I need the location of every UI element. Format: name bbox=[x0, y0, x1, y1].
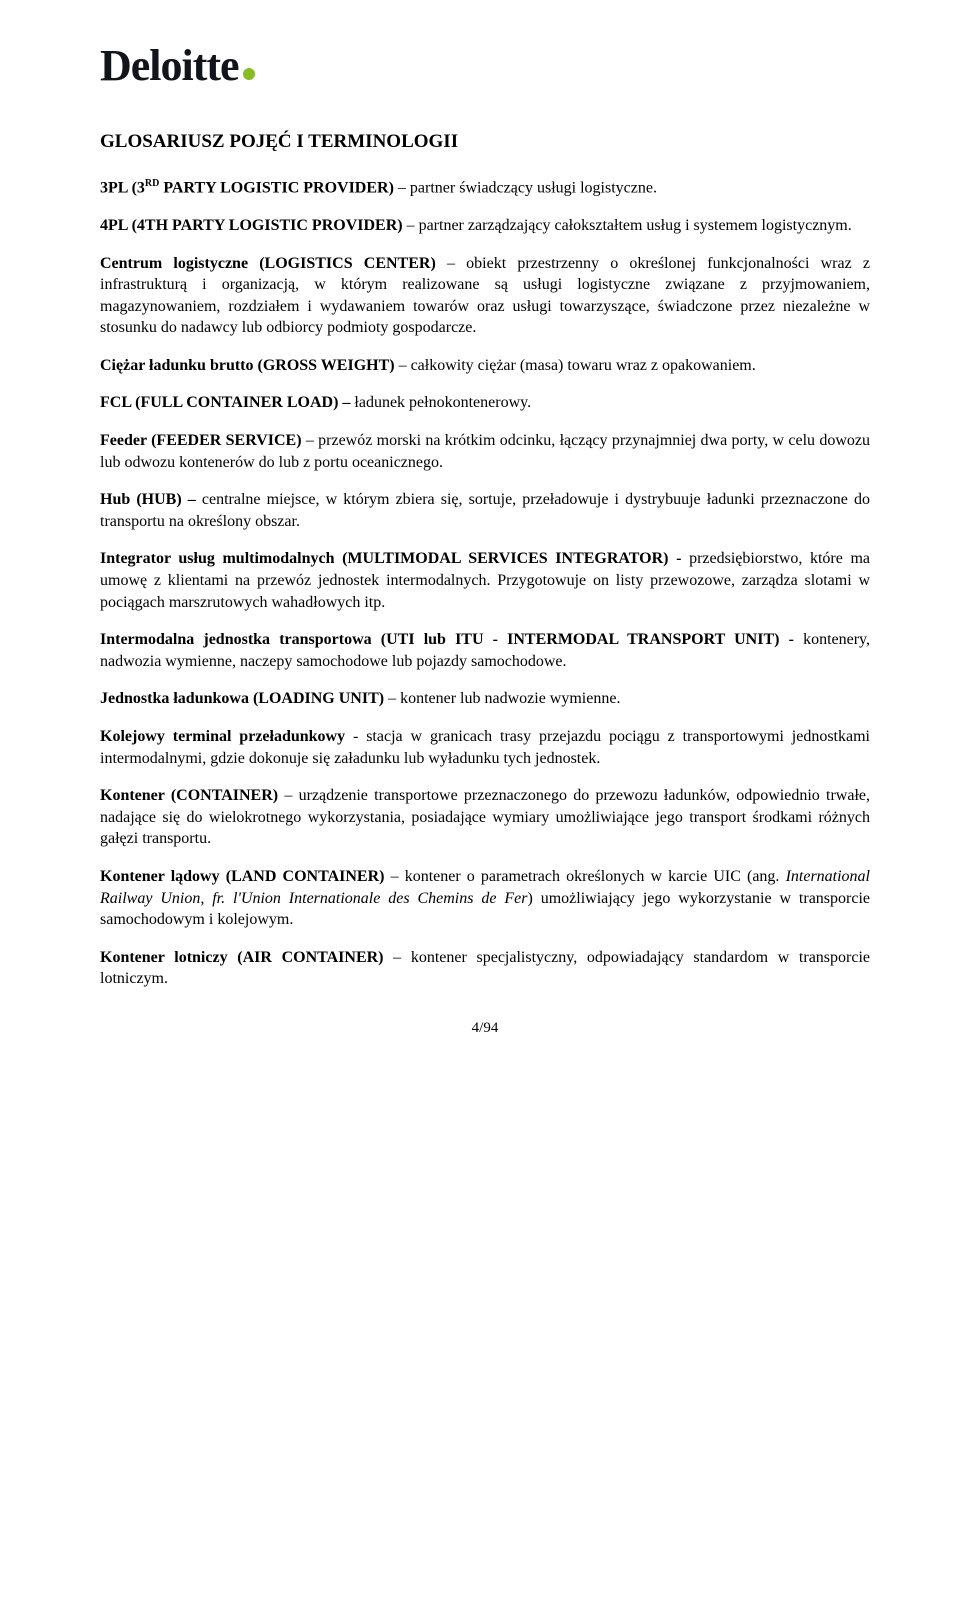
definition: – kontener lub nadwozie wymienne. bbox=[384, 690, 620, 707]
glossary-entry: Kontener (CONTAINER) – urządzenie transp… bbox=[100, 785, 870, 850]
deloitte-logo: Deloitte bbox=[100, 40, 870, 91]
term: 4PL (4TH PARTY LOGISTIC PROVIDER) bbox=[100, 217, 403, 234]
definition: ładunek pełnokontenerowy. bbox=[354, 394, 531, 411]
definition: – kontener o parametrach określonych w k… bbox=[384, 868, 785, 885]
page-title: GLOSARIUSZ POJĘĆ I TERMINOLOGII bbox=[100, 131, 870, 153]
glossary-entry: Integrator usług multimodalnych (MULTIMO… bbox=[100, 548, 870, 613]
term: Kontener lądowy (LAND CONTAINER) bbox=[100, 868, 384, 885]
page-number: 4/94 bbox=[100, 1020, 870, 1037]
glossary-entry: Centrum logistyczne (LOGISTICS CENTER) –… bbox=[100, 253, 870, 339]
term: 3PL (3 bbox=[100, 179, 145, 196]
glossary-entry: Kontener lądowy (LAND CONTAINER) – konte… bbox=[100, 866, 870, 931]
glossary-entry: FCL (FULL CONTAINER LOAD) – ładunek pełn… bbox=[100, 392, 870, 414]
term-sup: RD bbox=[145, 178, 159, 189]
glossary-entry: Kolejowy terminal przeładunkowy - stacja… bbox=[100, 726, 870, 769]
logo-text: Deloitte bbox=[100, 40, 239, 91]
term: Integrator usług multimodalnych (MULTIMO… bbox=[100, 550, 689, 567]
definition: – partner świadczący usługi logistyczne. bbox=[394, 179, 657, 196]
definition: – partner zarządzający całokształtem usł… bbox=[403, 217, 852, 234]
glossary-entry: Intermodalna jednostka transportowa (UTI… bbox=[100, 629, 870, 672]
term: Jednostka ładunkowa (LOADING UNIT) bbox=[100, 690, 384, 707]
term: FCL (FULL CONTAINER LOAD) – bbox=[100, 394, 354, 411]
term: Hub (HUB) – bbox=[100, 491, 202, 508]
glossary-entry: Feeder (FEEDER SERVICE) – przewóz morski… bbox=[100, 430, 870, 473]
term: PARTY LOGISTIC PROVIDER) bbox=[159, 179, 394, 196]
glossary-entry: 3PL (3RD PARTY LOGISTIC PROVIDER) – part… bbox=[100, 177, 870, 199]
definition: centralne miejsce, w którym zbiera się, … bbox=[100, 491, 870, 530]
term: Intermodalna jednostka transportowa (UTI… bbox=[100, 631, 803, 648]
logo-dot-icon bbox=[243, 68, 255, 80]
term: Centrum logistyczne (LOGISTICS CENTER) bbox=[100, 255, 436, 272]
glossary-entry: Ciężar ładunku brutto (GROSS WEIGHT) – c… bbox=[100, 355, 870, 377]
definition: – całkowity ciężar (masa) towaru wraz z … bbox=[395, 357, 756, 374]
term: Ciężar ładunku brutto (GROSS WEIGHT) bbox=[100, 357, 395, 374]
glossary-entry: Kontener lotniczy (AIR CONTAINER) – kont… bbox=[100, 947, 870, 990]
document-page: Deloitte GLOSARIUSZ POJĘĆ I TERMINOLOGII… bbox=[0, 0, 960, 1067]
glossary-entry: 4PL (4TH PARTY LOGISTIC PROVIDER) – part… bbox=[100, 215, 870, 237]
term: Kontener (CONTAINER) bbox=[100, 787, 278, 804]
term: Kolejowy terminal przeładunkowy bbox=[100, 728, 345, 745]
term: Feeder (FEEDER SERVICE) bbox=[100, 432, 302, 449]
glossary-entry: Hub (HUB) – centralne miejsce, w którym … bbox=[100, 489, 870, 532]
glossary-entry: Jednostka ładunkowa (LOADING UNIT) – kon… bbox=[100, 688, 870, 710]
term: Kontener lotniczy (AIR CONTAINER) bbox=[100, 949, 384, 966]
